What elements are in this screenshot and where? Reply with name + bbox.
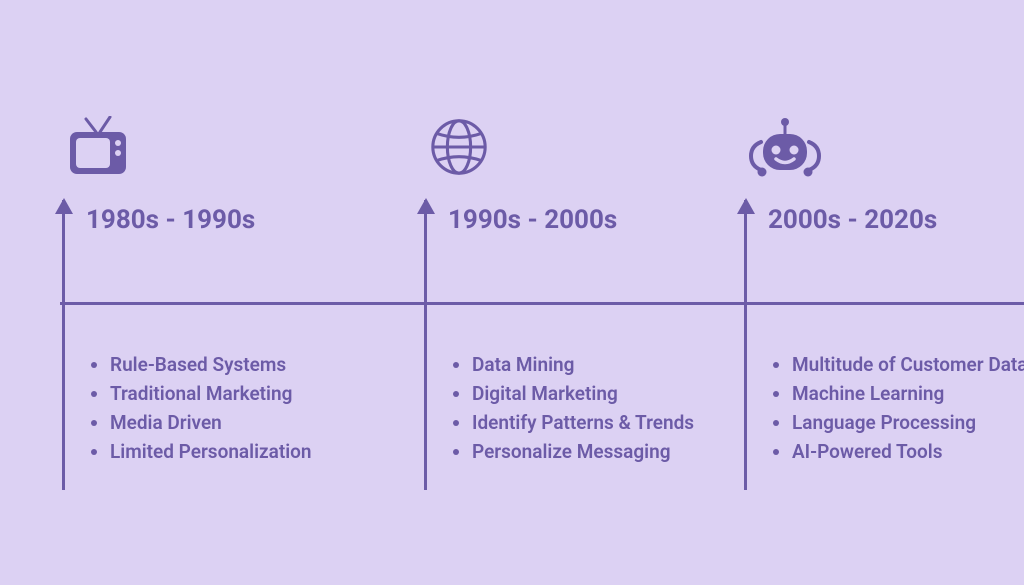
bullet-item: Personalize Messaging xyxy=(472,437,694,466)
era-bullets: Data MiningDigital MarketingIdentify Pat… xyxy=(454,350,694,466)
bullet-item: Data Mining xyxy=(472,350,694,379)
bullet-item: Machine Learning xyxy=(792,379,1024,408)
robot-icon xyxy=(748,116,822,188)
timeline-arrow xyxy=(424,200,427,490)
era-bullets: Rule-Based SystemsTraditional MarketingM… xyxy=(92,350,312,466)
bullet-item: Limited Personalization xyxy=(110,437,312,466)
timeline-axis xyxy=(60,302,1024,305)
era-title: 1980s - 1990s xyxy=(86,205,255,235)
bullet-item: Multitude of Customer Data xyxy=(792,350,1024,379)
bullet-item: Media Driven xyxy=(110,408,312,437)
era-bullets: Multitude of Customer DataMachine Learni… xyxy=(774,350,1024,466)
bullet-item: Traditional Marketing xyxy=(110,379,312,408)
bullet-item: Rule-Based Systems xyxy=(110,350,312,379)
era-title: 2000s - 2020s xyxy=(768,205,937,235)
bullet-item: Language Processing xyxy=(792,408,1024,437)
bullet-item: Identify Patterns & Trends xyxy=(472,408,694,437)
timeline-arrow xyxy=(62,200,65,490)
timeline-canvas: 1980s - 1990s Rule-Based SystemsTradition… xyxy=(0,0,1024,585)
globe-icon xyxy=(428,116,490,182)
timeline-arrow xyxy=(744,200,747,490)
era-title: 1990s - 2000s xyxy=(448,205,617,235)
tv-icon xyxy=(66,116,130,184)
bullet-item: Digital Marketing xyxy=(472,379,694,408)
bullet-item: AI-Powered Tools xyxy=(792,437,1024,466)
